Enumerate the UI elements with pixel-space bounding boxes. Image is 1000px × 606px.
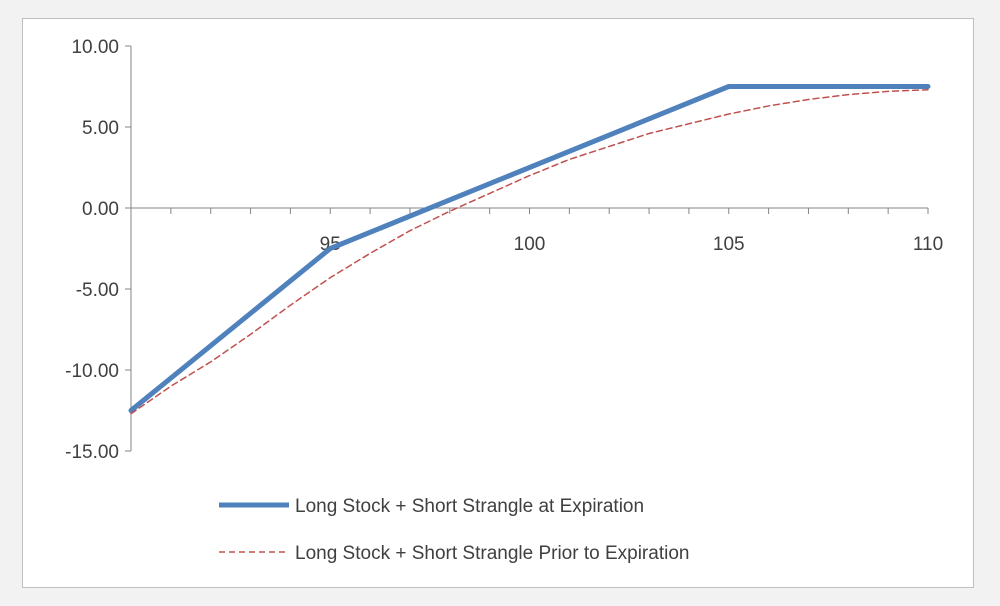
legend: Long Stock + Short Strangle at Expiratio… (219, 496, 689, 564)
x-tick-label: 105 (713, 234, 745, 255)
series-line-prior-to-expiration (130, 88, 929, 415)
y-tick-label: -15.00 (65, 442, 119, 463)
legend-label-prior: Long Stock + Short Strangle Prior to Exp… (295, 543, 689, 564)
y-tick-label: 5.00 (82, 118, 119, 139)
y-tick-label: -5.00 (76, 280, 119, 301)
x-tick-label: 110 (913, 234, 943, 255)
y-tick-label: 10.00 (71, 37, 119, 58)
y-tick-label: -10.00 (65, 361, 119, 382)
series-layer (128, 84, 931, 415)
legend-label-expiration: Long Stock + Short Strangle at Expiratio… (295, 496, 644, 517)
series-line-at-expiration (128, 84, 931, 413)
x-tick-label: 100 (514, 234, 546, 255)
y-tick-label: 0.00 (82, 199, 119, 220)
chart-frame: 10.00 5.00 0.00 -5.00 -10.00 -15.00 95 100 105 11… (22, 18, 974, 588)
